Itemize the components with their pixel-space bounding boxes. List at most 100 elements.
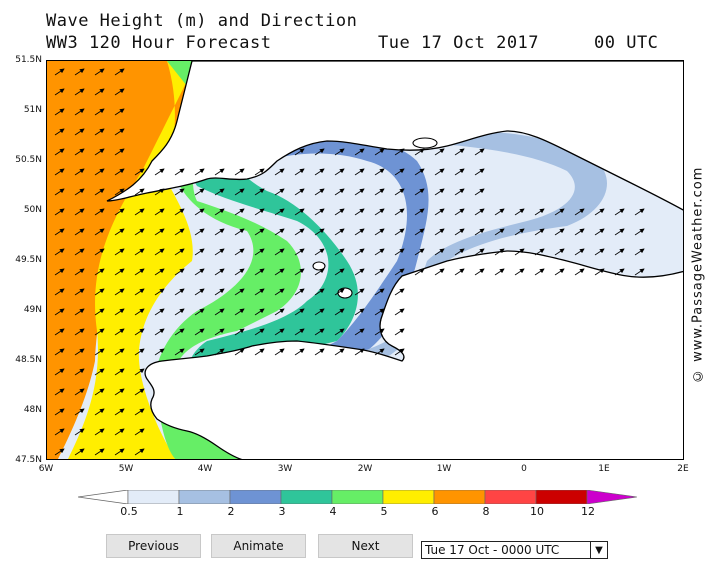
next-button[interactable]: Next: [318, 534, 413, 558]
wave-arrow: [234, 188, 245, 196]
wave-arrow: [414, 168, 425, 176]
wave-arrow: [314, 208, 325, 216]
wave-arrow: [234, 228, 245, 236]
wave-arrow: [94, 428, 105, 436]
lon-label-1e: 1E: [598, 464, 610, 474]
wave-arrow: [154, 188, 165, 196]
wave-arrow: [94, 408, 105, 416]
wave-arrow: [54, 428, 65, 436]
wave-arrow: [354, 288, 365, 296]
wave-arrow: [54, 148, 65, 156]
wave-arrow: [134, 348, 145, 356]
wave-arrow: [374, 248, 385, 256]
wave-arrow: [254, 268, 265, 276]
wave-arrow: [394, 328, 405, 336]
wave-arrow: [474, 188, 485, 196]
animate-button[interactable]: Animate: [211, 534, 306, 558]
wave-arrow: [114, 228, 125, 236]
wave-arrow: [474, 248, 485, 256]
wave-arrow: [314, 228, 325, 236]
wave-arrow: [94, 88, 105, 96]
wave-arrow: [354, 168, 365, 176]
wave-arrow: [114, 308, 125, 316]
wave-arrow: [134, 448, 145, 456]
lat-label-48.5n: 48.5N: [15, 355, 42, 365]
isle-of-wight: [412, 137, 438, 149]
wave-arrow: [314, 288, 325, 296]
wave-direction-arrows: [54, 68, 645, 456]
wave-arrow: [494, 268, 505, 276]
wave-arrow: [354, 308, 365, 316]
wave-arrow: [74, 308, 85, 316]
wave-arrow: [194, 168, 205, 176]
wave-arrow: [134, 368, 145, 376]
chevron-down-icon[interactable]: ▼: [590, 542, 607, 558]
lon-label-1w: 1W: [436, 464, 452, 474]
wave-arrow: [294, 228, 305, 236]
wave-arrow: [54, 108, 65, 116]
wave-arrow: [74, 168, 85, 176]
wave-arrow: [374, 348, 385, 356]
wave-arrow: [54, 88, 65, 96]
wave-arrow: [194, 268, 205, 276]
wave-arrow: [174, 348, 185, 356]
wave-arrow: [354, 348, 365, 356]
wave-arrow: [94, 308, 105, 316]
wave-arrow: [194, 348, 205, 356]
wave-arrow: [214, 268, 225, 276]
wave-arrow: [314, 168, 325, 176]
wave-arrow: [114, 328, 125, 336]
lon-label-0: 0: [521, 464, 527, 474]
wave-arrow: [74, 228, 85, 236]
wave-arrow: [394, 188, 405, 196]
wave-arrow: [534, 208, 545, 216]
wave-arrow: [194, 288, 205, 296]
lat-label-47.5n: 47.5N: [15, 455, 42, 465]
wave-arrow: [194, 308, 205, 316]
wave-arrow: [54, 68, 65, 76]
wave-arrow: [154, 308, 165, 316]
wave-arrow: [394, 288, 405, 296]
wave-arrow: [294, 188, 305, 196]
legend-swatch-6: [382, 490, 435, 504]
wave-arrow: [274, 328, 285, 336]
wave-arrow: [474, 228, 485, 236]
wave-arrow: [114, 448, 125, 456]
wave-arrow: [174, 248, 185, 256]
wave-arrow: [234, 308, 245, 316]
previous-button[interactable]: Previous: [106, 534, 201, 558]
color-legend-bar: [78, 490, 638, 504]
wave-arrow: [74, 448, 85, 456]
wave-arrow: [114, 408, 125, 416]
wave-arrow: [134, 388, 145, 396]
wave-arrow: [134, 168, 145, 176]
wave-arrow: [74, 188, 85, 196]
wave-arrow: [354, 328, 365, 336]
wave-arrow: [334, 268, 345, 276]
legend-swatch-9: [535, 490, 588, 504]
wave-arrow: [114, 128, 125, 136]
wave-arrow: [314, 268, 325, 276]
wave-arrow: [214, 348, 225, 356]
wave-arrow: [514, 268, 525, 276]
wave-arrow: [274, 348, 285, 356]
wave-arrow: [94, 248, 105, 256]
forecast-time-select[interactable]: Tue 17 Oct - 0000 UTC ▼: [421, 541, 608, 559]
wave-arrow: [274, 288, 285, 296]
wave-arrow: [434, 248, 445, 256]
wave-arrow: [214, 308, 225, 316]
copyright-text: © www.PassageWeather.com: [690, 166, 706, 384]
wave-arrow: [94, 388, 105, 396]
lat-label-50n: 50N: [23, 205, 42, 215]
wave-arrow: [54, 168, 65, 176]
wave-arrow: [134, 208, 145, 216]
wave-arrow: [374, 228, 385, 236]
wave-arrow: [514, 248, 525, 256]
wave-arrow: [234, 328, 245, 336]
wave-arrow: [234, 288, 245, 296]
wave-arrow: [254, 228, 265, 236]
wave-arrow: [394, 208, 405, 216]
wave-arrow: [294, 348, 305, 356]
wave-arrow: [454, 188, 465, 196]
wave-arrow: [94, 128, 105, 136]
